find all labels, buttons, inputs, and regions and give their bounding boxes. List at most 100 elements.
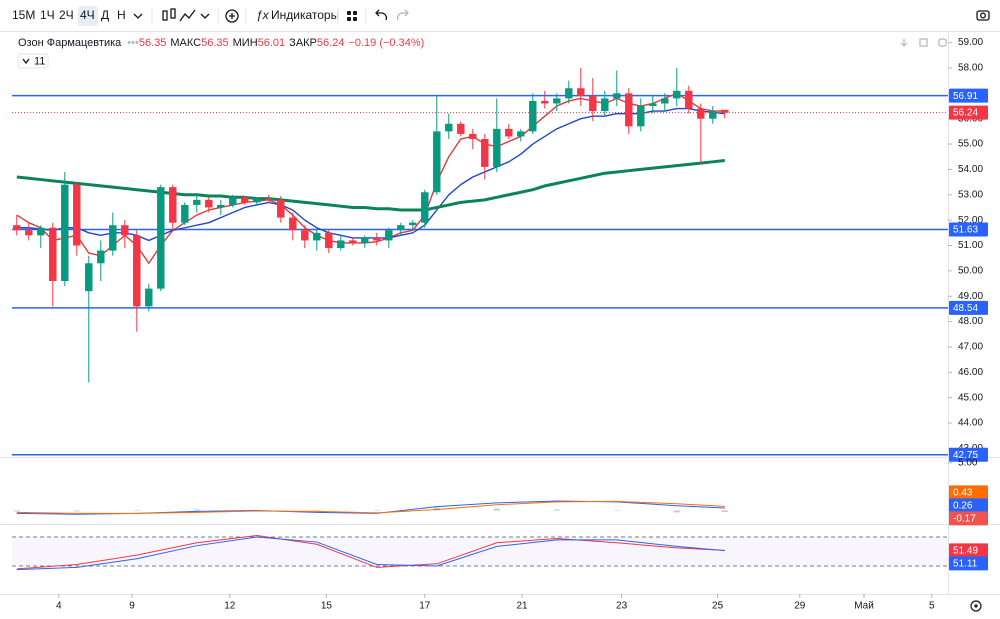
candle-body [97,250,105,264]
close-label: ЗАКР [289,37,317,49]
y-tick-label: 45.00 [958,392,983,403]
candle-body [145,288,153,307]
x-tick-label: 23 [616,601,628,612]
indicator-value-label: 0.26 [953,501,973,512]
interval-button[interactable]: 15М [12,8,35,22]
candle-body [25,230,33,236]
symbol-name[interactable]: Озон Фармацевтика [18,37,122,49]
x-tick-label: 5 [929,601,935,612]
fx-icon[interactable]: ƒx [256,8,270,22]
icon-part [347,11,351,15]
candle-body [553,98,561,104]
oscillator-line [16,535,725,570]
x-tick-label: 4 [56,601,62,612]
candle-body [709,111,717,119]
collapse-button[interactable] [938,38,947,47]
move-down-button[interactable] [900,39,908,47]
settings-button[interactable] [970,600,982,612]
compare-button[interactable] [225,9,239,23]
candle-body [157,187,165,289]
indicator-value-label: 0.43 [953,488,973,499]
close-value: 56.24 [317,37,345,49]
indicators-count: 11 [34,55,45,67]
candle-body [229,197,237,205]
toggle-arrow [22,58,30,65]
histogram-bar [133,510,140,511]
candle-body [481,138,489,167]
histogram-bar [193,509,200,511]
candles-icon[interactable] [162,8,176,21]
candle-body [445,123,453,132]
y-tick-label: 49.00 [958,291,983,302]
candle-body [265,198,273,200]
maximize-button[interactable] [919,38,928,47]
redo-button[interactable] [396,9,409,21]
histogram-bar [553,509,560,511]
candle-body [421,192,429,223]
candle-body [589,95,597,112]
level-label: 51.63 [953,225,978,236]
interval-button[interactable]: Н [117,8,126,22]
y-tick-label: 48.00 [958,316,983,327]
candle-body [433,131,441,193]
y-tick-label: 58.00 [958,63,983,74]
level-label: 48.54 [953,303,978,314]
candle-body [541,100,549,104]
level-label-bg [949,447,988,462]
level-label-bg [949,88,988,103]
icon-part [974,604,978,608]
icon-part [225,9,239,23]
x-tick-label: 12 [224,601,236,612]
candle-body [637,106,645,127]
y-tick-label: 54.00 [958,164,983,175]
icon-part [980,12,986,19]
candle-body [13,225,21,231]
indicator-value-label: 51.49 [953,546,978,557]
icon-part [162,10,168,21]
interval-button[interactable]: 4Ч [80,8,95,22]
x-tick-label: 21 [516,601,528,612]
level-label-bg [949,222,988,237]
histogram-bar [13,510,20,512]
indicator-value-label-bg [949,498,988,513]
indicators-button[interactable]: Индикаторы [271,8,339,22]
interval-dropdown[interactable] [133,13,143,19]
candle-body [85,263,93,292]
high-label: МАКС [170,37,201,49]
interval-button[interactable]: 1Ч [40,8,55,22]
indicators-toggle[interactable] [17,53,49,69]
candle-body [649,103,657,107]
y-tick-label: 50.00 [958,266,983,277]
active-interval-bg [78,6,98,26]
candle-body [625,93,633,127]
style-dropdown[interactable] [200,13,210,19]
histogram-bar [73,510,80,512]
y-tick-label: 47.00 [958,342,983,353]
moving-average [16,107,725,242]
candle-body [301,230,309,241]
line-style-icon[interactable] [179,9,196,22]
layouts-button[interactable] [347,11,357,21]
indicator-value-label-bg [949,485,988,500]
candle-body [697,108,705,119]
interval-button[interactable]: 2Ч [59,8,74,22]
candle-body [121,225,129,236]
candle-body [397,225,405,231]
y-tick-label: 51.00 [958,240,983,251]
candle-body [457,123,465,134]
interval-button[interactable]: Д [101,8,109,22]
candle-body [49,227,57,282]
candle-body [361,237,369,243]
pane-buttons [900,38,947,47]
y-tick-label: 55.00 [958,139,983,150]
candle-body [613,93,621,99]
candle-body [217,204,225,208]
undo-button[interactable] [375,9,388,21]
screenshot-button[interactable] [976,10,990,21]
moving-average [16,159,725,212]
change-value: −0.19 (−0.34%) [348,37,424,49]
candle-body [313,232,321,241]
x-tick-label: 9 [129,601,135,612]
candle-body [37,227,45,236]
